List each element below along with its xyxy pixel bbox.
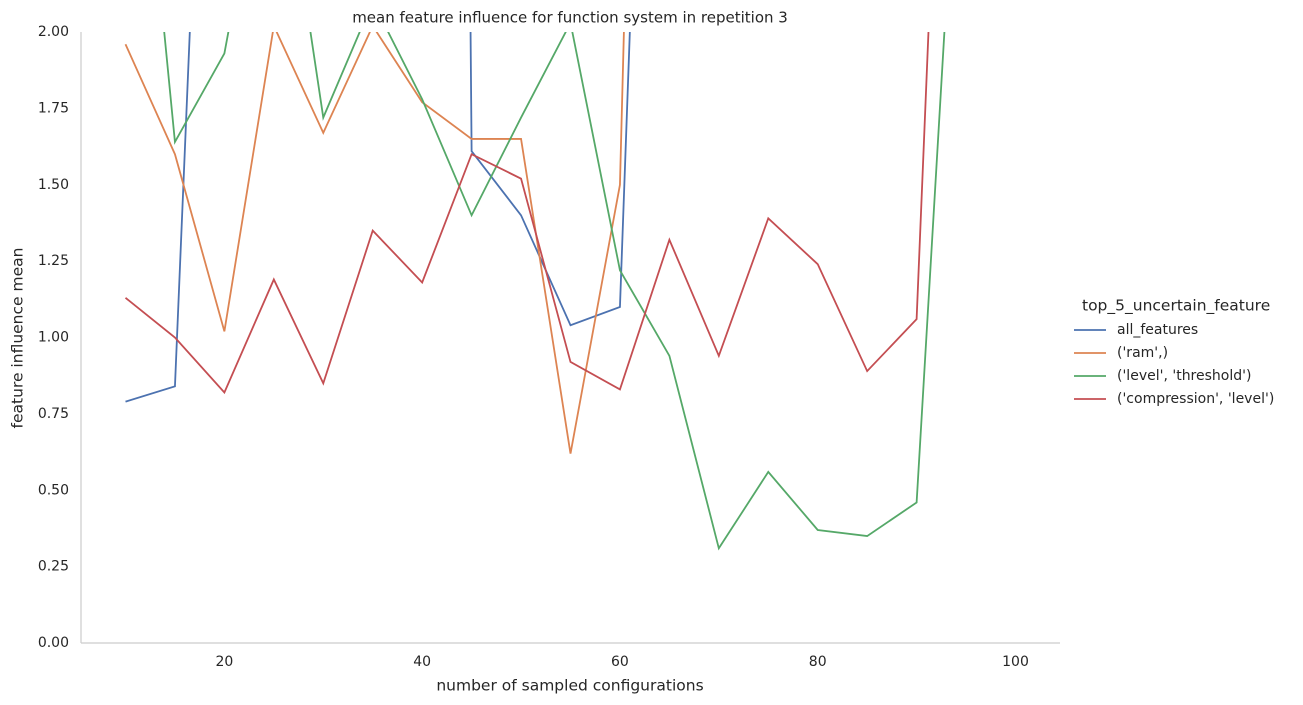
y-tick-label: 2.00	[38, 24, 69, 40]
plot-area	[124, 32, 946, 551]
y-tick-label: 0.25	[38, 559, 69, 575]
x-tick-label: 20	[215, 654, 233, 670]
legend-label: ('compression', 'level')	[1117, 391, 1274, 407]
series-line	[125, 32, 631, 403]
series-line	[124, 32, 930, 395]
x-tick-label: 80	[809, 654, 827, 670]
legend-label: all_features	[1117, 322, 1198, 338]
y-tick-label: 1.75	[38, 100, 69, 116]
legend-label: ('level', 'threshold')	[1117, 368, 1251, 384]
chart-title: mean feature influence for function syst…	[352, 9, 788, 27]
legend-title: top_5_uncertain_feature	[1082, 297, 1270, 316]
y-tick-label: 0.00	[38, 635, 69, 651]
x-tick-label: 40	[413, 654, 431, 670]
x-axis-label: number of sampled configurations	[436, 677, 703, 695]
series-line	[163, 32, 946, 551]
y-tick-label: 1.50	[38, 177, 69, 193]
x-tick-label: 100	[1002, 654, 1029, 670]
y-tick-label: 0.75	[38, 406, 69, 422]
x-tick-label: 60	[611, 654, 629, 670]
y-axis-label: feature influence mean	[9, 248, 27, 429]
series-line	[124, 32, 625, 454]
y-tick-label: 1.00	[38, 330, 69, 346]
y-tick-label: 1.25	[38, 253, 69, 269]
legend-label: ('ram',)	[1117, 345, 1168, 361]
y-tick-label: 0.50	[38, 482, 69, 498]
